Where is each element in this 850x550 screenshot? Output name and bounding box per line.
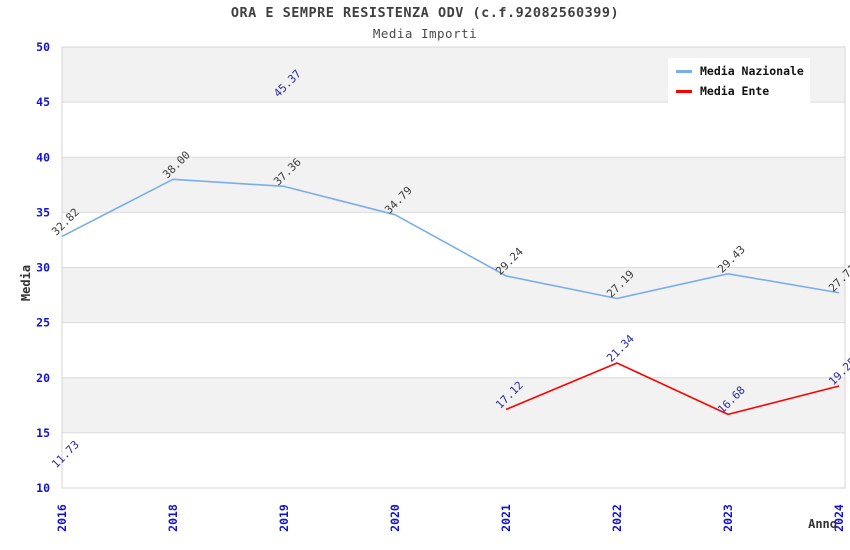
legend-label: Media Nazionale [700, 64, 804, 78]
y-axis-title: Media [19, 265, 33, 301]
chart-title: ORA E SEMPRE RESISTENZA ODV (c.f.9208256… [230, 5, 620, 21]
x-tick-label: 2021 [499, 504, 513, 532]
chart-subtitle: Media Importi [372, 26, 478, 41]
legend-swatch-media-nazionale [676, 69, 692, 73]
y-tick-label: 25 [36, 316, 50, 330]
legend-item-media-nazionale: Media Nazionale [676, 64, 804, 78]
y-tick-label: 10 [36, 481, 50, 495]
point-label: 19.25 [826, 355, 850, 388]
legend-swatch-media-ente [676, 89, 692, 93]
legend-item-media-ente: Media Ente [676, 84, 802, 98]
y-tick-label: 15 [36, 426, 50, 440]
x-tick-label: 2024 [832, 504, 846, 532]
grid-band [62, 157, 845, 213]
legend-label: Media Ente [700, 84, 770, 98]
x-tick-label: 2022 [610, 504, 624, 532]
plot-border [61, 46, 846, 489]
x-tick-label: 2020 [388, 504, 402, 532]
y-tick-label: 35 [36, 205, 50, 219]
series-line-media-nazionale [61, 178, 840, 300]
point-label: 11.73 [49, 438, 82, 471]
legend: Media Nazionale Media Ente [668, 58, 810, 104]
y-tick-label: 40 [36, 150, 50, 164]
x-tick-label: 2019 [277, 504, 291, 532]
y-tick-label: 50 [36, 40, 50, 54]
x-tick-label: 2023 [721, 504, 735, 532]
y-tick-label: 30 [36, 261, 50, 275]
point-label: 21.34 [604, 332, 637, 365]
x-tick-label: 2016 [55, 504, 69, 532]
y-tick-label: 20 [36, 371, 50, 385]
x-axis-title: Anno [808, 517, 837, 531]
grid-band [62, 377, 845, 433]
x-tick-label: 2018 [166, 504, 180, 532]
y-tick-label: 45 [36, 95, 50, 109]
grid-band [62, 267, 845, 323]
series-line-media-ente [505, 362, 840, 416]
